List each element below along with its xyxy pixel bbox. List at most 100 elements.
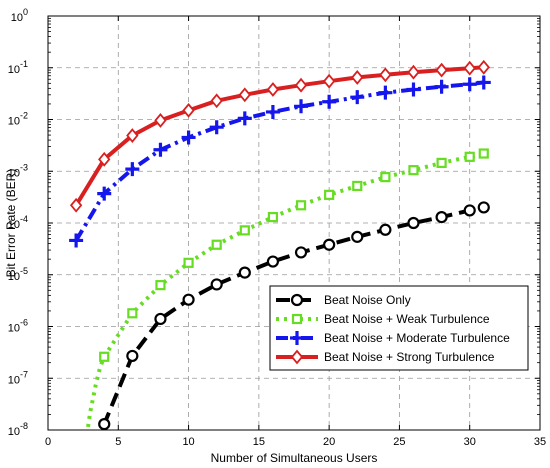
y-tick-label: 100: [11, 7, 28, 24]
series-line: [74, 65, 484, 207]
y-tick-exponent: -3: [20, 162, 28, 172]
legend-label: Beat Noise + Moderate Turbulence: [324, 331, 510, 345]
y-tick-base: 10: [8, 271, 20, 283]
plot-frame: [47, 15, 541, 431]
data-point: [267, 212, 279, 223]
data-point: [69, 233, 84, 248]
data-point: [477, 201, 490, 214]
data-point: [182, 102, 195, 118]
data-point: [238, 266, 251, 279]
series-group: [69, 59, 491, 430]
y-tick-base: 10: [8, 323, 20, 335]
y-tick-exponent: -1: [20, 59, 28, 69]
x-tick-label: 30: [464, 436, 476, 448]
data-point: [153, 142, 168, 157]
legend-marker: [290, 293, 304, 307]
y-tick-exponent: -5: [20, 266, 28, 276]
series-1: [98, 201, 490, 430]
data-point: [350, 90, 365, 105]
legend-entry: Beat Noise + Strong Turbulence: [276, 349, 495, 365]
data-point: [378, 85, 393, 100]
x-tick-label: 20: [323, 436, 335, 448]
legend-label: Beat Noise Only: [324, 293, 411, 307]
x-tick-label: 25: [393, 436, 405, 448]
data-point: [463, 60, 476, 76]
y-tick-label: 10-4: [8, 214, 28, 231]
y-tick-base: 10: [8, 116, 20, 128]
data-point: [266, 255, 280, 268]
data-point: [238, 87, 251, 103]
data-point: [154, 312, 167, 326]
y-tick-label: 10-6: [8, 318, 28, 335]
y-tick-base: 10: [8, 426, 20, 438]
data-point: [237, 111, 252, 126]
data-point: [436, 157, 447, 168]
x-axis-label: Number of Simultaneous Users: [211, 451, 378, 465]
data-point: [265, 104, 280, 119]
legend-entry: Beat Noise + Moderate Turbulence: [276, 331, 510, 345]
y-tick-label: 10-1: [8, 59, 28, 76]
data-point: [98, 418, 111, 430]
legend: Beat Noise Only Beat Noise + Weak Turbule…: [269, 285, 529, 371]
data-point: [379, 67, 392, 83]
data-point: [322, 94, 337, 109]
y-tick-exponent: -7: [20, 369, 28, 379]
y-tick-label: 10-8: [8, 421, 28, 438]
y-tick-exponent: 0: [23, 7, 28, 17]
data-point: [209, 120, 224, 135]
data-point: [210, 93, 223, 109]
x-tick-label: 15: [253, 436, 265, 448]
data-point: [295, 200, 307, 211]
data-point: [407, 64, 420, 80]
data-point: [463, 204, 476, 217]
data-point: [98, 151, 111, 167]
data-point: [351, 70, 364, 85]
x-tick-label: 10: [182, 436, 194, 448]
y-tick-label: 10-3: [8, 162, 28, 179]
data-point: [407, 216, 420, 230]
y-axis-label: Bit Error Rate (BER): [4, 169, 18, 278]
data-point: [434, 79, 449, 94]
data-point: [239, 225, 250, 236]
data-point: [99, 351, 110, 362]
y-tick-exponent: -4: [20, 214, 28, 224]
legend-label: Beat Noise + Strong Turbulence: [324, 350, 495, 364]
legend-entry: Beat Noise + Weak Turbulence: [276, 312, 490, 326]
x-tick-label: 5: [115, 436, 121, 448]
data-point: [181, 130, 196, 145]
data-point: [380, 172, 391, 183]
legend-marker: [290, 349, 304, 365]
y-tick-base: 10: [8, 219, 20, 231]
y-tick-base: 10: [11, 12, 23, 24]
data-point: [126, 349, 139, 363]
series-4: [69, 59, 490, 213]
data-point: [435, 211, 448, 224]
data-point: [294, 99, 309, 114]
data-point: [351, 230, 364, 243]
data-point: [211, 239, 222, 250]
y-tick-base: 10: [8, 374, 20, 386]
data-point: [127, 308, 138, 319]
data-point: [294, 246, 308, 259]
y-tick-label: 10-5: [8, 266, 28, 283]
data-point: [476, 75, 491, 90]
series-line: [74, 80, 485, 242]
data-point: [294, 77, 308, 93]
data-point: [464, 151, 475, 162]
data-point: [182, 293, 195, 306]
x-tick-label: 0: [45, 436, 51, 448]
data-point: [477, 59, 490, 75]
data-point: [69, 197, 83, 213]
data-point: [266, 82, 280, 97]
data-point: [379, 223, 392, 236]
data-point: [125, 162, 140, 177]
data-point: [183, 257, 194, 268]
data-point: [435, 62, 448, 78]
series-2: [85, 148, 489, 430]
legend-label: Beat Noise + Weak Turbulence: [324, 312, 490, 326]
y-tick-exponent: -8: [20, 421, 28, 431]
y-tick-label: 10-7: [8, 369, 28, 386]
legend-marker: [290, 331, 304, 345]
data-point: [322, 73, 336, 89]
